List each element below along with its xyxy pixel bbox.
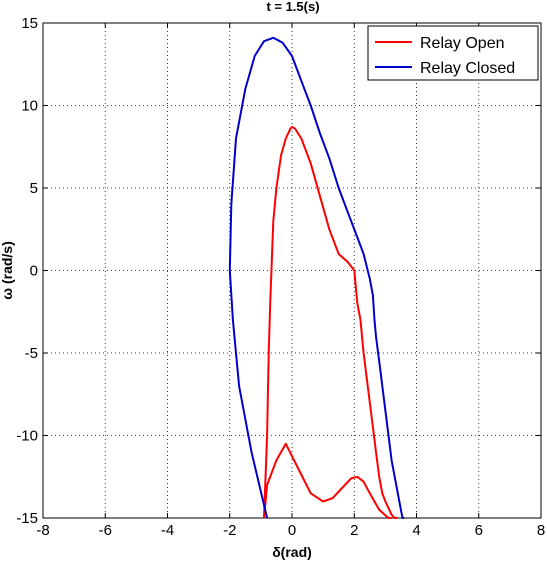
legend-label: Relay Open	[420, 35, 505, 52]
x-tick-label: 8	[537, 522, 545, 539]
y-tick-label: -10	[16, 428, 38, 445]
y-axis-label: ω (rad/s)	[0, 241, 15, 300]
x-tick-label: -2	[223, 522, 236, 539]
grid-lines	[43, 23, 541, 518]
x-tick-label: -8	[36, 522, 49, 539]
y-tick-label: 5	[30, 180, 38, 197]
x-tick-label: -6	[99, 522, 112, 539]
legend: Relay Open Relay Closed	[367, 25, 539, 81]
x-axis-label: δ(rad)	[272, 544, 312, 560]
axis-ticks: -8 -6 -4 -2 0 2 4 6 8 -15 -10 -5 0 5 10 15	[16, 15, 545, 539]
y-tick-label: 0	[30, 263, 38, 280]
series-line-relay-open-lower-branch	[263, 442, 392, 519]
legend-label: Relay Closed	[420, 60, 515, 77]
series-line-relay-closed	[228, 36, 405, 519]
series-line-relay-open	[263, 126, 398, 519]
x-tick-label: 0	[288, 522, 296, 539]
y-tick-label: -15	[16, 510, 38, 527]
y-tick-label: 10	[21, 98, 38, 115]
x-tick-label: 2	[350, 522, 358, 539]
series-layer	[228, 36, 405, 519]
x-tick-label: -4	[161, 522, 174, 539]
chart-title: t = 1.5(s)	[266, 0, 319, 14]
legend-box	[367, 25, 539, 81]
x-tick-label: 4	[412, 522, 420, 539]
y-tick-label: -5	[25, 345, 38, 362]
y-tick-label: 15	[21, 15, 38, 32]
x-tick-label: 6	[475, 522, 483, 539]
